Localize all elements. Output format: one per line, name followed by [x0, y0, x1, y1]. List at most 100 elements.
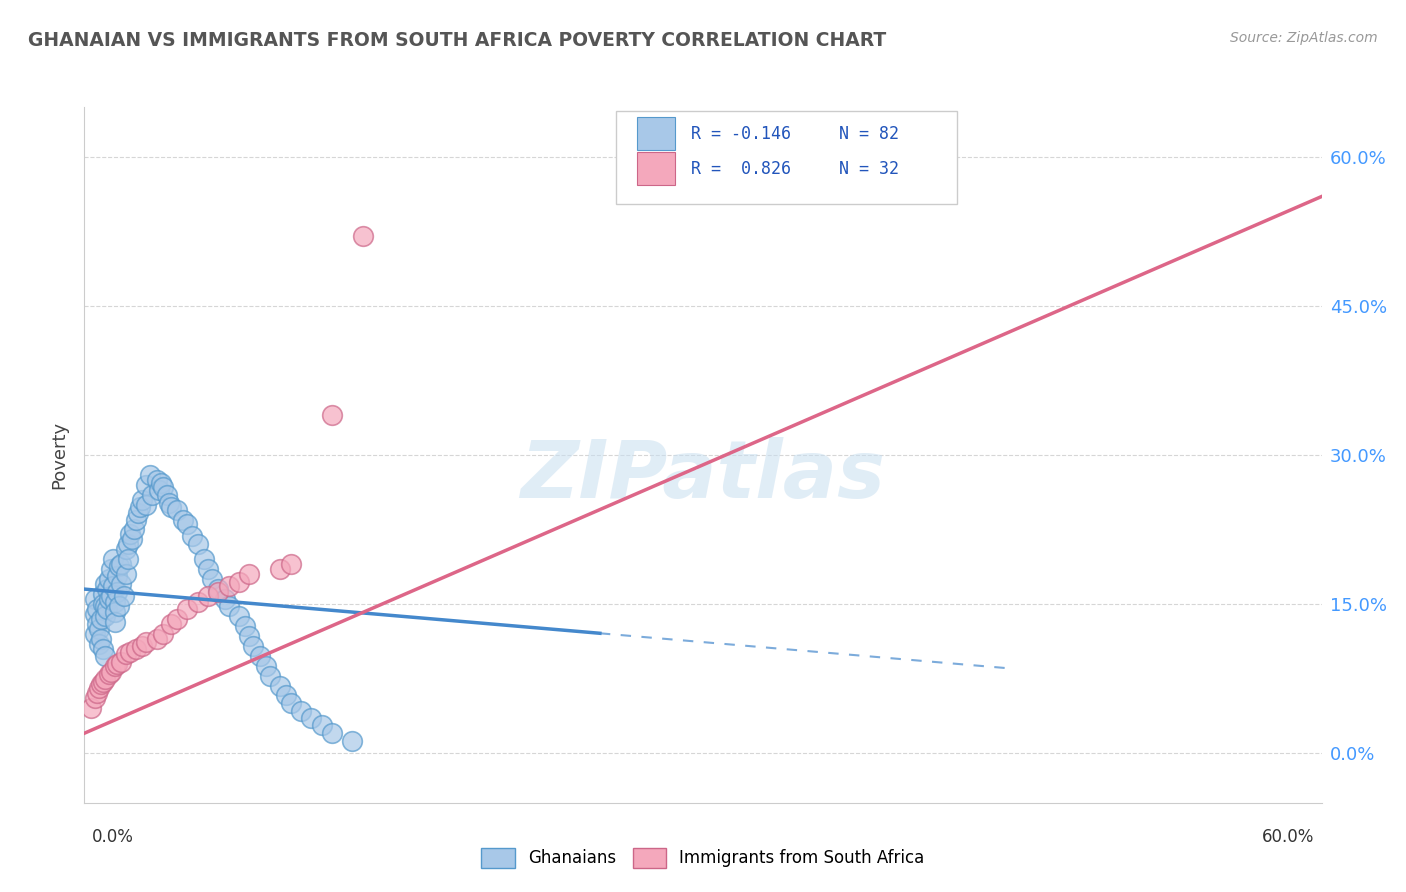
- Point: [94, 609, 117, 624]
- Point: [157, 495, 180, 509]
- Point: [201, 572, 224, 586]
- Point: [96, 602, 118, 616]
- Point: [249, 648, 271, 663]
- Point: [352, 229, 374, 244]
- Text: R = -0.146: R = -0.146: [690, 125, 790, 144]
- Point: [98, 572, 121, 586]
- Point: [166, 612, 188, 626]
- Point: [100, 589, 122, 603]
- Point: [135, 498, 157, 512]
- Point: [114, 647, 136, 661]
- Point: [197, 589, 219, 603]
- Point: [110, 558, 132, 572]
- Point: [139, 467, 162, 482]
- Point: [96, 582, 118, 596]
- Point: [172, 512, 194, 526]
- Point: [180, 529, 202, 543]
- Point: [103, 579, 125, 593]
- Point: [86, 616, 108, 631]
- Point: [83, 607, 105, 621]
- Point: [104, 658, 127, 673]
- Point: [269, 562, 291, 576]
- Point: [299, 711, 322, 725]
- Point: [94, 672, 117, 686]
- Point: [131, 639, 153, 653]
- Point: [87, 637, 110, 651]
- Point: [118, 645, 141, 659]
- FancyBboxPatch shape: [637, 152, 675, 185]
- Point: [228, 609, 250, 624]
- Point: [122, 523, 145, 537]
- Point: [218, 599, 240, 613]
- Point: [87, 681, 110, 696]
- Point: [98, 666, 121, 681]
- Point: [91, 587, 114, 601]
- Point: [214, 592, 236, 607]
- Point: [145, 473, 167, 487]
- Point: [108, 599, 131, 613]
- Point: [160, 500, 183, 514]
- Point: [187, 595, 209, 609]
- Point: [110, 577, 132, 591]
- Text: Source: ZipAtlas.com: Source: ZipAtlas.com: [1230, 31, 1378, 45]
- Point: [276, 689, 298, 703]
- Point: [105, 569, 128, 583]
- Point: [125, 512, 148, 526]
- Point: [135, 477, 157, 491]
- Point: [160, 616, 183, 631]
- Point: [91, 674, 114, 689]
- Point: [148, 483, 170, 497]
- Point: [176, 602, 198, 616]
- Point: [104, 595, 127, 609]
- Point: [280, 558, 302, 572]
- Point: [254, 658, 277, 673]
- Point: [311, 718, 333, 732]
- Point: [90, 612, 112, 626]
- Point: [91, 641, 114, 656]
- Point: [238, 567, 260, 582]
- Y-axis label: Poverty: Poverty: [51, 421, 69, 489]
- Point: [193, 552, 215, 566]
- Point: [129, 500, 152, 514]
- Point: [86, 602, 108, 616]
- Point: [145, 632, 167, 646]
- Point: [228, 575, 250, 590]
- Point: [91, 597, 114, 611]
- Text: N = 82: N = 82: [839, 125, 898, 144]
- Point: [280, 697, 302, 711]
- Point: [290, 704, 312, 718]
- Point: [98, 592, 121, 607]
- Point: [187, 537, 209, 551]
- Point: [86, 686, 108, 700]
- Point: [125, 641, 148, 656]
- Point: [135, 634, 157, 648]
- Text: R =  0.826: R = 0.826: [690, 160, 790, 178]
- Text: GHANAIAN VS IMMIGRANTS FROM SOUTH AFRICA POVERTY CORRELATION CHART: GHANAIAN VS IMMIGRANTS FROM SOUTH AFRICA…: [28, 31, 886, 50]
- Text: 60.0%: 60.0%: [1263, 828, 1315, 846]
- Point: [114, 567, 136, 582]
- Point: [118, 527, 141, 541]
- Text: ZIPatlas: ZIPatlas: [520, 437, 886, 515]
- Point: [110, 655, 132, 669]
- Point: [269, 679, 291, 693]
- Point: [149, 475, 172, 490]
- Point: [207, 585, 229, 599]
- Point: [197, 562, 219, 576]
- Point: [152, 480, 174, 494]
- Point: [87, 622, 110, 636]
- Point: [112, 589, 135, 603]
- Point: [108, 559, 131, 574]
- Point: [114, 542, 136, 557]
- Point: [117, 552, 139, 566]
- Point: [207, 582, 229, 596]
- Point: [94, 599, 117, 613]
- Point: [342, 734, 364, 748]
- Point: [83, 691, 105, 706]
- Legend: Ghanaians, Immigrants from South Africa: Ghanaians, Immigrants from South Africa: [475, 841, 931, 875]
- Point: [104, 615, 127, 629]
- Point: [104, 605, 127, 619]
- Point: [100, 562, 122, 576]
- Point: [103, 552, 125, 566]
- Point: [242, 639, 264, 653]
- Text: 0.0%: 0.0%: [91, 828, 134, 846]
